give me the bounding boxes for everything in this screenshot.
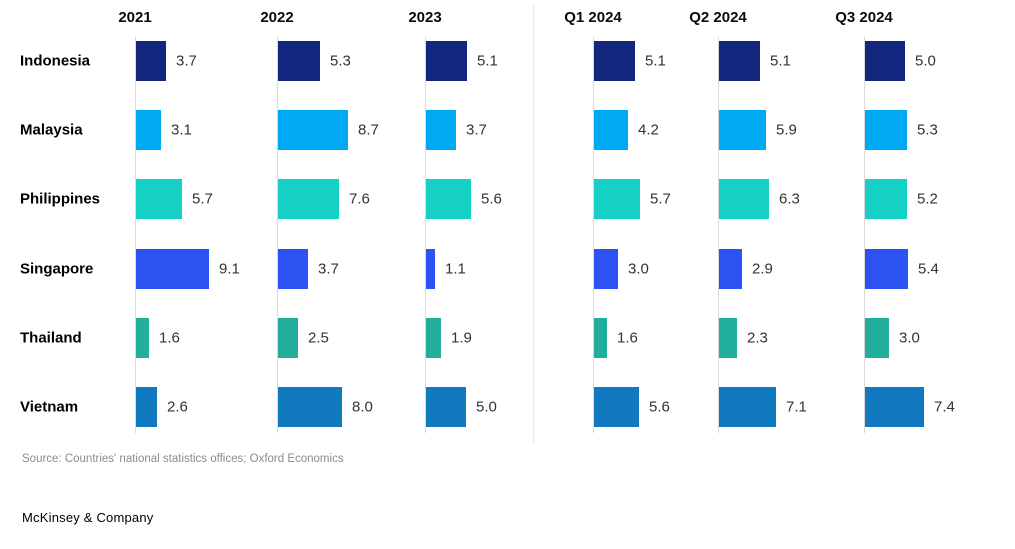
bar — [426, 179, 471, 220]
value-label: 2.9 — [752, 260, 773, 278]
value-label: 5.1 — [645, 52, 666, 70]
value-label: 1.1 — [445, 260, 466, 278]
country-label: Indonesia — [20, 52, 91, 70]
bar — [719, 317, 737, 358]
value-label: 7.4 — [934, 398, 955, 416]
value-label: 3.7 — [318, 260, 339, 278]
grouped-bar-chart: 2021 2022 2023 Q1 2024 Q2 2024 Q3 2024 Indones… — [20, 5, 955, 443]
bar — [594, 317, 607, 358]
bar — [865, 110, 907, 151]
bar — [426, 41, 467, 81]
bar — [719, 110, 766, 151]
bar — [594, 179, 640, 220]
value-label: 5.2 — [917, 190, 938, 208]
value-label: 5.7 — [192, 190, 213, 208]
country-label: Malaysia — [20, 121, 83, 139]
bar — [278, 248, 308, 289]
column-header: 2021 — [118, 9, 152, 26]
value-label: 3.0 — [628, 260, 649, 278]
brand-logo-text: McKinsey & Company — [22, 510, 154, 525]
axis-baseline — [864, 37, 865, 433]
bar — [865, 248, 908, 289]
value-label: 8.7 — [358, 121, 379, 139]
bar — [136, 387, 157, 427]
value-label: 5.6 — [649, 398, 670, 416]
value-label: 1.6 — [159, 329, 180, 347]
bar — [594, 110, 628, 151]
bar — [278, 317, 298, 358]
value-label: 5.0 — [915, 52, 936, 70]
column-header: 2023 — [408, 9, 442, 26]
value-label: 3.1 — [171, 121, 192, 139]
column-header: Q1 2024 — [564, 9, 622, 26]
value-label: 3.7 — [176, 52, 197, 70]
bar — [426, 110, 456, 151]
country-label: Thailand — [20, 329, 82, 347]
bar — [594, 41, 635, 81]
axis-baseline — [593, 37, 594, 433]
value-label: 5.9 — [776, 121, 797, 139]
bar — [278, 110, 348, 151]
value-label: 7.1 — [786, 398, 807, 416]
value-label: 5.4 — [918, 260, 939, 278]
bar — [594, 248, 618, 289]
bar — [426, 317, 441, 358]
country-label: Philippines — [20, 190, 101, 208]
column-header: Q3 2024 — [835, 9, 893, 26]
axis-baseline — [135, 37, 136, 433]
value-label: 9.1 — [219, 260, 240, 278]
value-label: 5.7 — [650, 190, 671, 208]
bar — [136, 110, 161, 151]
value-label: 5.3 — [917, 121, 938, 139]
value-label: 7.6 — [349, 190, 370, 208]
value-label: 5.6 — [481, 190, 502, 208]
bar — [865, 387, 924, 427]
value-label: 2.5 — [308, 329, 329, 347]
bar — [426, 387, 466, 427]
axis-baseline — [718, 37, 719, 433]
bar — [719, 248, 742, 289]
bar — [594, 387, 639, 427]
source-note: Source: Countries' national statistics o… — [22, 453, 344, 465]
annual-quarterly-divider — [533, 5, 534, 443]
bar — [719, 179, 769, 220]
bar — [865, 41, 905, 81]
bar — [136, 179, 182, 220]
bar — [136, 248, 209, 289]
bar — [136, 41, 166, 81]
bar — [719, 41, 760, 81]
value-label: 5.1 — [477, 52, 498, 70]
bar — [278, 41, 320, 81]
bar — [865, 179, 907, 220]
bar — [426, 248, 435, 289]
bar — [719, 387, 776, 427]
country-label: Singapore — [20, 260, 94, 278]
value-label: 1.6 — [617, 329, 638, 347]
value-label: 3.7 — [466, 121, 487, 139]
value-label: 1.9 — [451, 329, 472, 347]
bar — [278, 387, 342, 427]
axis-baseline — [425, 37, 426, 433]
column-header: 2022 — [260, 9, 294, 26]
value-label: 5.1 — [770, 52, 791, 70]
value-label: 5.3 — [330, 52, 351, 70]
value-label: 2.6 — [167, 398, 188, 416]
country-label: Vietnam — [20, 398, 79, 416]
axis-baseline — [277, 37, 278, 433]
value-label: 4.2 — [638, 121, 659, 139]
value-label: 5.0 — [476, 398, 497, 416]
value-label: 3.0 — [899, 329, 920, 347]
value-label: 8.0 — [352, 398, 373, 416]
bar — [136, 317, 149, 358]
value-label: 2.3 — [747, 329, 768, 347]
bar — [278, 179, 339, 220]
value-label: 6.3 — [779, 190, 800, 208]
column-header: Q2 2024 — [689, 9, 747, 26]
bar — [865, 317, 889, 358]
